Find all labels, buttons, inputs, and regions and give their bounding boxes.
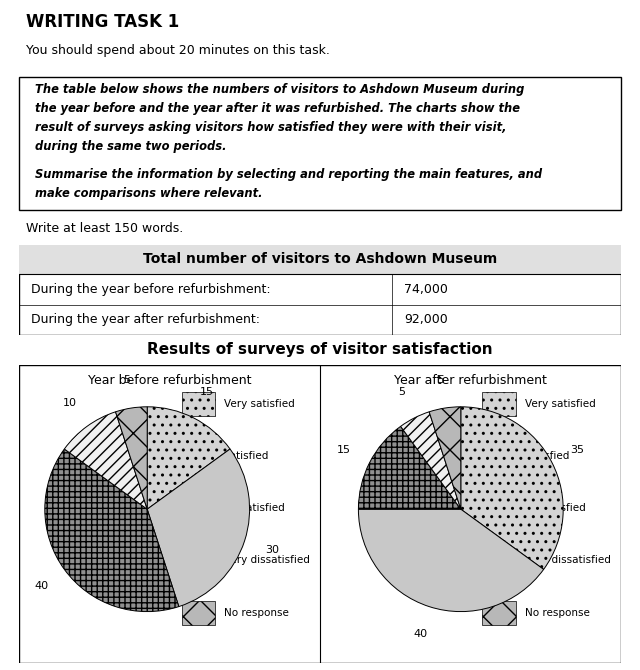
- Text: 30: 30: [265, 545, 279, 555]
- Text: 15: 15: [200, 387, 214, 397]
- Text: 35: 35: [571, 445, 584, 455]
- Text: the year before and the year after it was refurbished. The charts show the: the year before and the year after it wa…: [35, 102, 520, 115]
- Text: 74,000: 74,000: [404, 283, 448, 296]
- Bar: [182, 444, 214, 468]
- Text: No response: No response: [224, 608, 289, 618]
- Text: During the year before refurbishment:: During the year before refurbishment:: [31, 283, 271, 296]
- Text: during the same two periods.: during the same two periods.: [35, 141, 227, 153]
- Text: No response: No response: [525, 608, 589, 618]
- Wedge shape: [401, 412, 461, 509]
- Bar: [483, 392, 516, 416]
- Text: Write at least 150 words.: Write at least 150 words.: [26, 222, 183, 235]
- Bar: [483, 496, 516, 520]
- Wedge shape: [147, 407, 230, 509]
- Text: Dissatisfied: Dissatisfied: [525, 503, 586, 513]
- Wedge shape: [358, 426, 461, 509]
- Text: During the year after refurbishment:: During the year after refurbishment:: [31, 313, 260, 326]
- Text: 5: 5: [436, 375, 444, 385]
- Text: 5: 5: [398, 387, 404, 397]
- Bar: [19, 245, 621, 275]
- Text: Very dissatisfied: Very dissatisfied: [525, 555, 611, 565]
- FancyBboxPatch shape: [19, 77, 621, 210]
- Text: make comparisons where relevant.: make comparisons where relevant.: [35, 188, 262, 200]
- Wedge shape: [116, 407, 147, 509]
- Wedge shape: [461, 407, 563, 570]
- Wedge shape: [429, 407, 461, 509]
- Text: Satisfied: Satisfied: [525, 451, 570, 461]
- Bar: [182, 392, 214, 416]
- Text: Very satisfied: Very satisfied: [224, 399, 294, 409]
- Text: Summarise the information by selecting and reporting the main features, and: Summarise the information by selecting a…: [35, 168, 542, 181]
- Text: Very satisfied: Very satisfied: [525, 399, 595, 409]
- Text: WRITING TASK 1: WRITING TASK 1: [26, 13, 179, 31]
- Text: 40: 40: [34, 582, 48, 591]
- Text: You should spend about 20 minutes on this task.: You should spend about 20 minutes on thi…: [26, 44, 330, 57]
- Bar: [182, 549, 214, 572]
- Text: Results of surveys of visitor satisfaction: Results of surveys of visitor satisfacti…: [147, 342, 493, 356]
- Text: The table below shows the numbers of visitors to Ashdown Museum during: The table below shows the numbers of vis…: [35, 82, 525, 96]
- Text: Year before refurbishment: Year before refurbishment: [88, 374, 252, 387]
- Text: 5: 5: [123, 375, 130, 385]
- Text: Satisfied: Satisfied: [224, 451, 269, 461]
- Text: 10: 10: [63, 398, 77, 408]
- Text: result of surveys asking visitors how satisfied they were with their visit,: result of surveys asking visitors how sa…: [35, 121, 507, 134]
- Wedge shape: [358, 509, 543, 612]
- Text: 15: 15: [337, 445, 351, 455]
- Bar: [483, 549, 516, 572]
- Text: Year after refurbishment: Year after refurbishment: [394, 374, 547, 387]
- Wedge shape: [45, 449, 179, 612]
- Text: Dissatisfied: Dissatisfied: [224, 503, 285, 513]
- Text: 40: 40: [413, 629, 428, 639]
- Bar: [182, 496, 214, 520]
- Bar: [182, 601, 214, 624]
- Wedge shape: [65, 412, 147, 509]
- Bar: [483, 601, 516, 624]
- Bar: [483, 444, 516, 468]
- Text: 92,000: 92,000: [404, 313, 448, 326]
- FancyBboxPatch shape: [19, 245, 621, 335]
- Text: Total number of visitors to Ashdown Museum: Total number of visitors to Ashdown Muse…: [143, 253, 497, 267]
- FancyBboxPatch shape: [19, 365, 621, 663]
- Wedge shape: [147, 449, 250, 606]
- Text: Very dissatisfied: Very dissatisfied: [224, 555, 310, 565]
